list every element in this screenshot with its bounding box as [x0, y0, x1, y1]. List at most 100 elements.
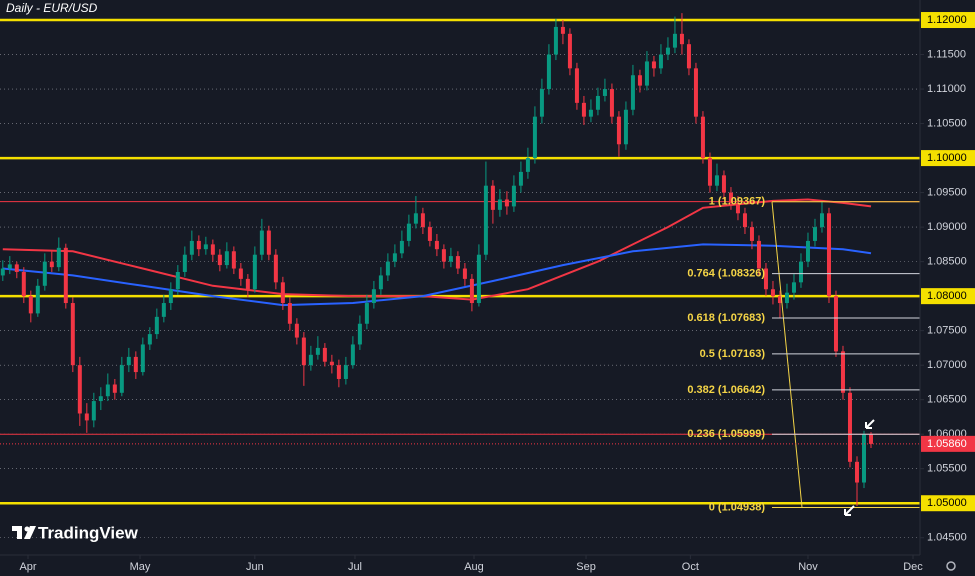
candle-body: [21, 271, 26, 297]
fib-trendline: [771, 201, 803, 508]
candle-body: [868, 434, 873, 444]
x-tick-label: Jul: [348, 561, 362, 573]
candle-body: [434, 240, 439, 250]
arrow-upper: [865, 419, 875, 429]
y-tick-label: 1.12000: [927, 14, 967, 26]
candle-body: [315, 347, 320, 355]
candle-body: [539, 89, 544, 117]
candle-body: [357, 323, 362, 345]
y-tick-label: 1.04500: [927, 532, 967, 544]
fib-level-label: 0.618 (1.07683): [687, 312, 765, 324]
candle-body: [686, 44, 691, 69]
candle-body: [308, 354, 313, 366]
candle-body: [735, 202, 740, 214]
candle-body: [266, 230, 271, 255]
candle-body: [301, 337, 306, 366]
fib-level-label: 0.764 (1.08326): [687, 268, 765, 280]
candle-body: [28, 296, 33, 314]
settings-icon[interactable]: [946, 561, 956, 571]
candle-body: [462, 268, 467, 279]
moving-average: [2, 243, 872, 307]
candle-body: [280, 282, 285, 304]
candle-body: [91, 401, 96, 421]
fib-level-label: 0 (1.04938): [709, 501, 766, 513]
candle-body: [182, 254, 187, 272]
candle-body: [378, 275, 383, 290]
candle-body: [511, 185, 516, 207]
last-price-label: 1.05860: [927, 438, 967, 450]
candle-body: [833, 296, 838, 352]
candle-body: [518, 171, 523, 186]
candle-body: [329, 361, 334, 366]
candle-body: [126, 356, 131, 366]
candle-body: [350, 344, 355, 366]
candle-body: [49, 261, 54, 268]
candle-body: [231, 251, 236, 269]
candle-body: [98, 396, 103, 402]
candle-body: [770, 289, 775, 297]
y-tick-label: 1.06500: [927, 394, 967, 406]
x-tick-label: Oct: [682, 561, 699, 573]
candle-body: [448, 256, 453, 262]
candle-body: [826, 213, 831, 297]
candle-body: [679, 33, 684, 45]
candle-body: [406, 223, 411, 241]
candle-body: [147, 334, 152, 345]
candle-body: [392, 253, 397, 262]
candle-body: [532, 116, 537, 159]
candle-body: [847, 392, 852, 462]
y-tick-label: 1.07000: [927, 359, 967, 371]
arrow-lower: [844, 505, 855, 516]
candle-body: [168, 289, 173, 304]
candle-body: [399, 240, 404, 254]
candle-body: [707, 158, 712, 186]
candle-body: [413, 213, 418, 224]
y-tick-label: 1.09500: [927, 186, 967, 198]
candle-body: [336, 365, 341, 379]
y-tick-label: 1.08000: [927, 290, 967, 302]
candle-body: [714, 175, 719, 186]
candle-body: [812, 227, 817, 241]
candle-body: [441, 249, 446, 262]
candle-body: [798, 261, 803, 283]
logo-dot: [24, 526, 30, 532]
candle-body: [742, 213, 747, 228]
candle-body: [658, 54, 663, 69]
candle-body: [567, 33, 572, 69]
candle-body: [42, 261, 47, 286]
candle-body: [189, 240, 194, 255]
candle-body: [238, 268, 243, 279]
candle-body: [574, 68, 579, 103]
candle-body: [581, 102, 586, 117]
candle-body: [14, 264, 19, 272]
candle-body: [273, 254, 278, 283]
candle-body: [861, 434, 866, 483]
candle-body: [791, 282, 796, 293]
candle-body: [721, 175, 726, 193]
x-tick-label: Aug: [464, 561, 484, 573]
candle-body: [56, 247, 61, 268]
candle-body: [693, 68, 698, 117]
candle-body: [287, 303, 292, 324]
candle-body: [490, 185, 495, 210]
candle-body: [161, 303, 166, 317]
fib-level-label: 0.5 (1.07163): [700, 348, 766, 360]
candle-body: [728, 192, 733, 203]
last-price-box: [921, 435, 975, 452]
settings-gear[interactable]: [946, 561, 956, 571]
x-tick-label: Jun: [246, 561, 264, 573]
key-level-box: [921, 12, 975, 29]
y-tick-label: 1.10000: [927, 152, 967, 164]
candle-body: [553, 26, 558, 55]
y-tick-label: 1.11000: [927, 83, 966, 95]
candle-body: [35, 285, 40, 314]
candle-body: [196, 240, 201, 250]
fib-level-label: 0.236 (1.05999): [687, 428, 765, 440]
candle-body: [7, 264, 12, 269]
candle-body: [427, 227, 432, 241]
candle-body: [364, 303, 369, 324]
candle-body: [623, 109, 628, 145]
candle-body: [602, 89, 607, 96]
logo: TradingView: [12, 523, 139, 542]
